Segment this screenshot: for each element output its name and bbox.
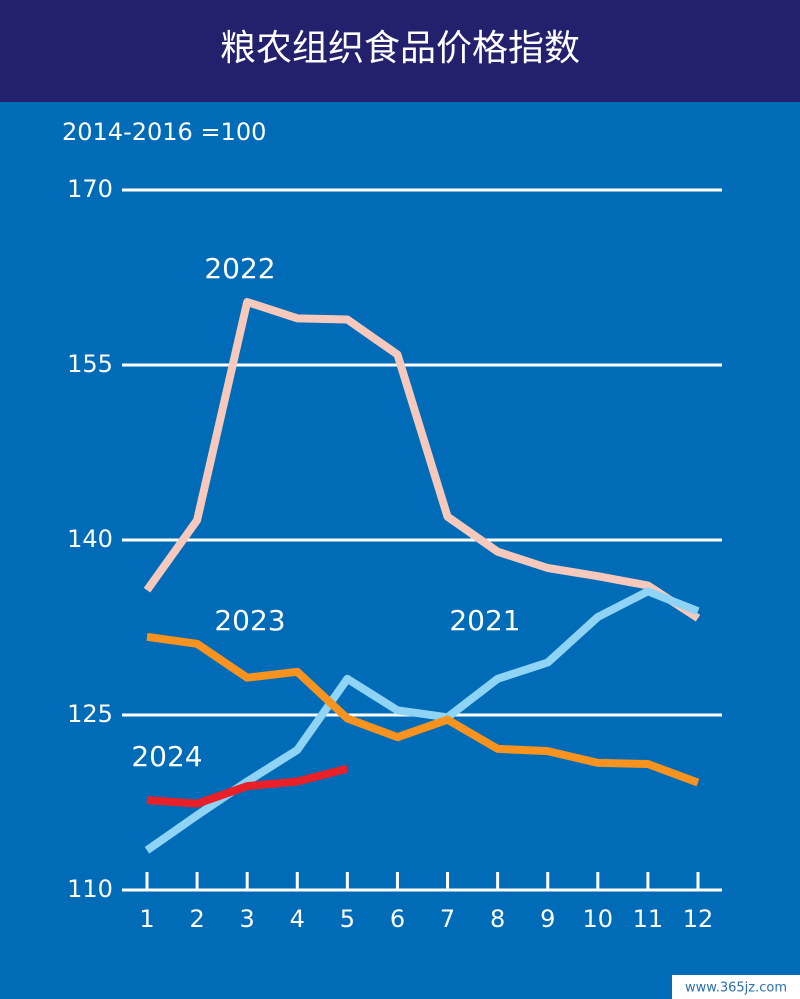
x-tick-label: 7 xyxy=(440,905,455,933)
series-label: 2023 xyxy=(214,604,285,637)
subtitle: 2014-2016 =100 xyxy=(62,118,266,146)
series-line xyxy=(143,298,701,622)
series-label: 2022 xyxy=(204,252,275,285)
x-tick-label: 8 xyxy=(490,905,505,933)
x-tick-label: 11 xyxy=(633,905,664,933)
x-tick-label: 10 xyxy=(583,905,614,933)
x-tick-label: 6 xyxy=(390,905,405,933)
x-tick-label: 9 xyxy=(540,905,555,933)
series-label: 2021 xyxy=(449,604,520,637)
chart-title: 粮农组织食品价格指数 xyxy=(220,28,580,69)
watermark: www.365jz.com xyxy=(685,981,787,996)
x-tick-label: 4 xyxy=(290,905,305,933)
y-tick-label: 140 xyxy=(67,525,113,553)
x-tick-label: 5 xyxy=(340,905,355,933)
series-line xyxy=(146,632,700,787)
x-tick-label: 12 xyxy=(683,905,714,933)
watermark-bg xyxy=(672,975,800,999)
y-tick-label: 110 xyxy=(67,875,113,903)
x-tick-label: 2 xyxy=(189,905,204,933)
title-bar xyxy=(0,0,800,102)
x-tick-label: 1 xyxy=(139,905,154,933)
y-tick-label: 170 xyxy=(67,175,113,203)
series-label: 2024 xyxy=(131,740,202,773)
series-line xyxy=(146,764,349,808)
y-tick-label: 125 xyxy=(67,700,113,728)
y-tick-label: 155 xyxy=(67,350,113,378)
x-tick-label: 3 xyxy=(240,905,255,933)
